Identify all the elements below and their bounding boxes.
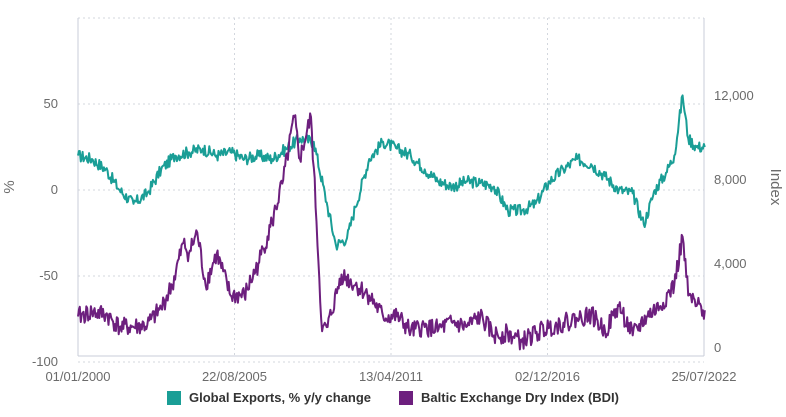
right-y-tick-label: 4,000: [714, 256, 747, 271]
x-tick-label: 22/08/2005: [202, 369, 267, 384]
legend: Global Exports, % y/y change Baltic Exch…: [0, 390, 786, 405]
right-y-tick-label: 8,000: [714, 172, 747, 187]
right-y-tick-label: 12,000: [714, 88, 754, 103]
legend-swatch-bdi: [399, 390, 414, 405]
left-y-tick-label: 0: [51, 182, 58, 197]
left-y-tick-label: 50: [44, 96, 58, 111]
right-y-tick-label: 0: [714, 340, 721, 355]
vertical-gridlines: [77, 18, 705, 356]
legend-label-global-exports: Global Exports, % y/y change: [188, 390, 372, 405]
series-line-bdi: [77, 112, 706, 351]
legend-label-bdi: Baltic Exchange Dry Index (BDI): [421, 390, 619, 405]
right-axis-title: Index: [767, 169, 784, 206]
series-layer: [77, 94, 706, 351]
legend-swatch-global-exports: [166, 390, 181, 405]
left-y-tick-label: -100: [32, 354, 58, 369]
series-line-global-exports: [77, 94, 706, 251]
x-tick-label: 13/04/2011: [359, 369, 423, 384]
x-tick-label: 25/07/2022: [671, 369, 736, 384]
left-y-tick-label: -50: [39, 268, 58, 283]
legend-item-global-exports[interactable]: Global Exports, % y/y change: [166, 390, 372, 405]
chart-svg: 50 0 -50 -100 12,000 8,000 4,000 0 01/01/2000 2…: [1, 17, 784, 384]
horizontal-gridlines: [78, 17, 704, 363]
x-tick-label: 01/01/2000: [45, 369, 110, 384]
x-axis-ticks: 01/01/2000 22/08/2005 13/04/2011 02/12/2016…: [45, 369, 736, 384]
left-y-ticks: 50 0 -50 -100: [32, 96, 58, 369]
legend-item-bdi[interactable]: Baltic Exchange Dry Index (BDI): [399, 390, 619, 405]
right-y-ticks: 12,000 8,000 4,000 0: [714, 88, 754, 355]
left-axis-title: %: [1, 180, 18, 193]
x-tick-label: 02/12/2016: [515, 369, 580, 384]
